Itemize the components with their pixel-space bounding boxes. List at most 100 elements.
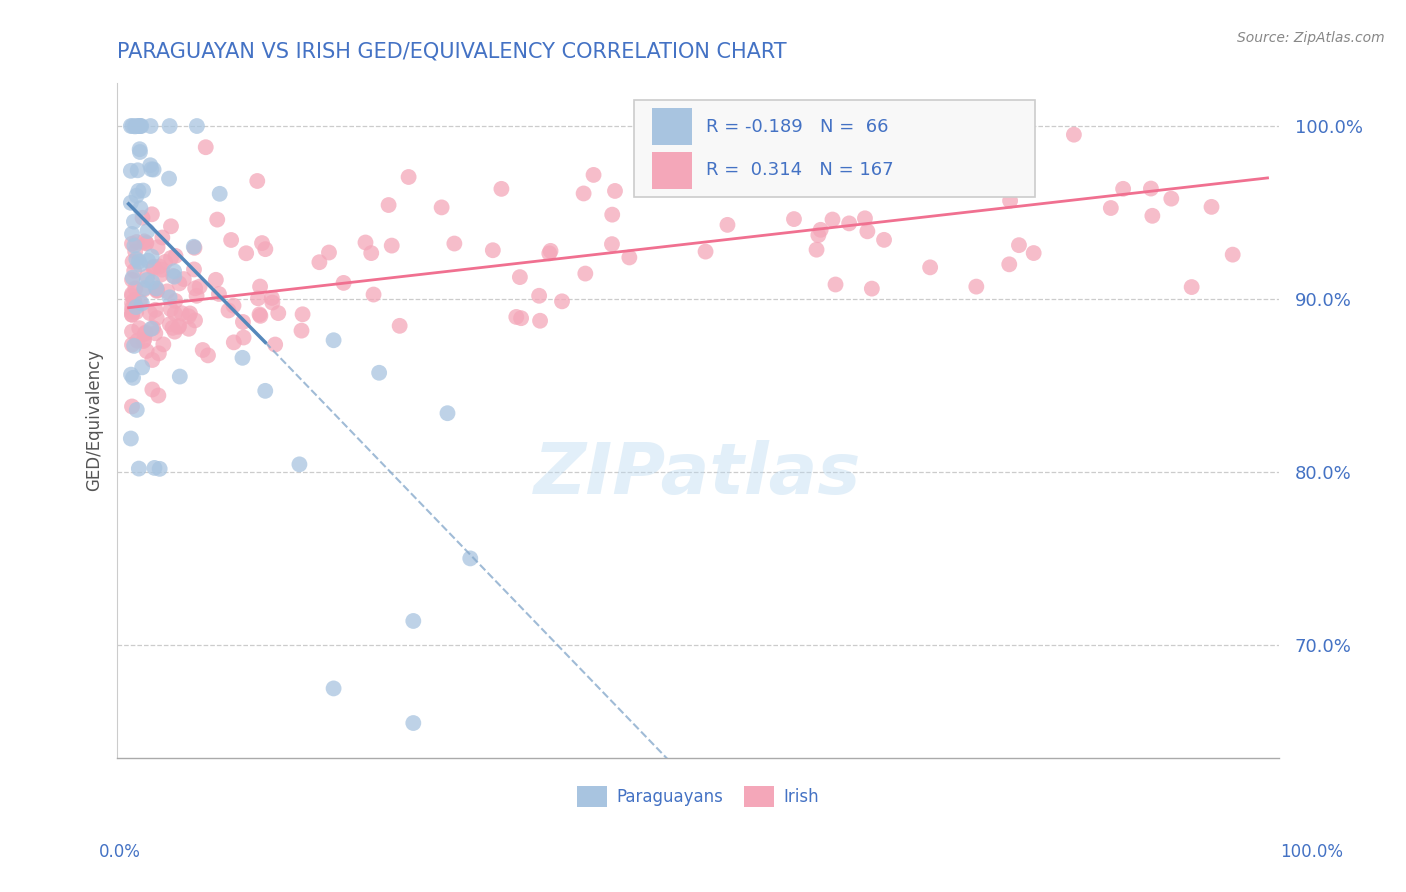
Point <box>150 262 173 277</box>
Point <box>491 182 513 196</box>
Point <box>1008 238 1031 252</box>
Point <box>1099 201 1122 215</box>
Point <box>165 249 187 263</box>
Text: Source: ZipAtlas.com: Source: ZipAtlas.com <box>1237 31 1385 45</box>
Point <box>121 305 143 319</box>
Point <box>159 290 181 304</box>
Point <box>184 281 207 295</box>
Point <box>163 306 186 320</box>
Point <box>254 242 277 256</box>
Point <box>290 324 312 338</box>
Point <box>1142 209 1164 223</box>
Point <box>148 388 170 402</box>
Point <box>510 311 533 326</box>
Point <box>254 384 277 398</box>
Point <box>998 194 1021 208</box>
Point <box>129 119 152 133</box>
Point <box>134 333 156 347</box>
Point <box>246 174 269 188</box>
Point <box>120 368 142 382</box>
Point <box>121 287 143 301</box>
Point <box>153 255 176 269</box>
Point <box>121 338 143 352</box>
Point <box>120 163 142 178</box>
Point <box>482 244 505 258</box>
Point <box>141 383 163 397</box>
Point <box>398 169 420 184</box>
Point <box>129 201 152 215</box>
Point <box>830 147 852 161</box>
Point <box>129 294 152 309</box>
Point <box>150 230 173 244</box>
Point <box>122 293 145 308</box>
Point <box>600 237 623 252</box>
Point <box>139 158 162 172</box>
Point <box>146 240 169 254</box>
Point <box>121 308 143 322</box>
Point <box>222 335 245 350</box>
Point <box>184 313 207 327</box>
Point <box>1063 128 1085 142</box>
Point <box>148 260 170 274</box>
Point <box>134 326 156 341</box>
Point <box>960 147 983 161</box>
Point <box>751 173 773 187</box>
Point <box>582 168 605 182</box>
Point <box>141 275 163 289</box>
Point <box>124 244 146 259</box>
Point <box>368 366 391 380</box>
Point <box>250 236 273 251</box>
Point <box>194 140 217 154</box>
Point <box>141 250 163 264</box>
Point <box>141 322 163 336</box>
Point <box>177 322 200 336</box>
Point <box>188 279 211 293</box>
Point <box>247 291 270 305</box>
Point <box>121 227 143 241</box>
Point <box>167 319 190 334</box>
Point <box>205 273 228 287</box>
Point <box>183 262 205 277</box>
Point <box>600 208 623 222</box>
Point <box>191 343 214 357</box>
Point <box>129 119 152 133</box>
Point <box>551 294 574 309</box>
Point <box>920 260 942 275</box>
Point <box>125 300 148 314</box>
Point <box>1140 181 1163 195</box>
Point <box>163 264 186 278</box>
Point <box>135 236 157 251</box>
Point <box>288 458 311 472</box>
Point <box>249 307 271 321</box>
Point <box>127 163 149 178</box>
Point <box>695 244 717 259</box>
Point <box>807 228 830 243</box>
Point <box>121 119 143 133</box>
Point <box>860 282 883 296</box>
Point <box>873 170 896 185</box>
Point <box>157 171 180 186</box>
Point <box>162 268 184 283</box>
Point <box>163 269 186 284</box>
Point <box>821 212 844 227</box>
Point <box>129 145 152 159</box>
Point <box>262 295 284 310</box>
Point <box>264 337 287 351</box>
Point <box>121 236 143 251</box>
Point <box>125 235 148 249</box>
Point <box>806 243 828 257</box>
Point <box>149 268 172 282</box>
Point <box>146 283 169 297</box>
Point <box>232 315 254 329</box>
Point <box>125 252 148 266</box>
Bar <box>651 108 692 145</box>
Point <box>163 325 186 339</box>
Legend: Paraguayans, Irish: Paraguayans, Irish <box>569 780 825 814</box>
Point <box>197 348 219 362</box>
Point <box>127 184 149 198</box>
Point <box>127 334 149 348</box>
Point <box>529 314 551 328</box>
Point <box>222 299 245 313</box>
Point <box>619 251 641 265</box>
Point <box>121 289 143 303</box>
